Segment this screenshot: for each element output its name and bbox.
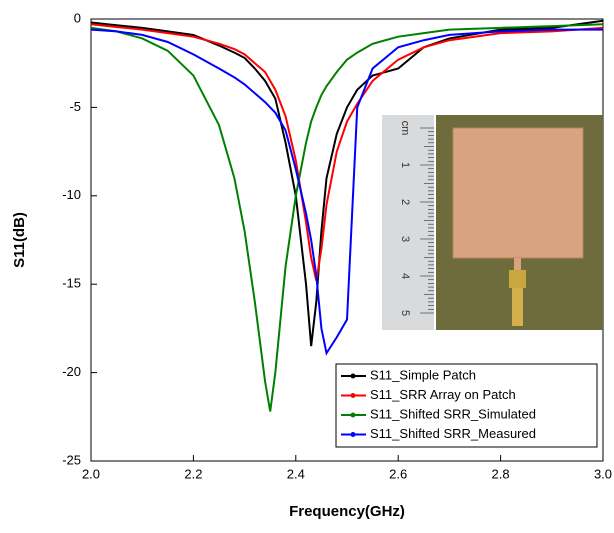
connector-pin (512, 288, 523, 326)
y-tick-label: -10 (62, 187, 81, 202)
y-axis-label: S11(dB) (11, 212, 28, 268)
y-tick-label: -20 (62, 364, 81, 379)
legend-label: S11_Simple Patch (370, 367, 476, 382)
series-line (90, 23, 604, 412)
x-tick-label: 2.6 (389, 466, 407, 481)
y-tick-label: -25 (62, 452, 81, 467)
feed-line (514, 258, 521, 274)
legend-marker (350, 432, 356, 437)
x-tick-label: 3.0 (594, 466, 612, 481)
legend-marker (350, 393, 356, 398)
x-tick-label: 2.2 (184, 466, 202, 481)
ruler-label: 1 (399, 162, 411, 168)
inset-photo: cm 1 2 3 4 5 (382, 115, 603, 330)
series-line (90, 28, 603, 356)
connector (509, 270, 526, 288)
ruler-label: cm (399, 121, 411, 136)
copper-patch (452, 127, 584, 259)
legend-label: S11_Shifted SRR_Simulated (370, 406, 536, 421)
ruler-label: 5 (399, 310, 411, 316)
legend-box (335, 363, 598, 448)
legend-label: S11_SRR Array on Patch (370, 387, 516, 402)
legend-label: S11_Shifted SRR_Measured (370, 426, 536, 441)
y-tick-label: 0 (74, 10, 81, 25)
x-axis-label: Frequency(GHz) (289, 503, 405, 520)
ruler-label: 4 (399, 273, 411, 279)
series-line (90, 23, 604, 281)
x-tick-label: 2.0 (82, 466, 100, 481)
x-tick-label: 2.8 (492, 466, 510, 481)
ruler-label: 2 (399, 199, 411, 205)
ruler-label: 3 (399, 236, 411, 242)
legend-marker (350, 412, 356, 418)
legend-marker (350, 373, 356, 379)
y-tick-label: -5 (69, 99, 81, 114)
ruler (382, 115, 434, 330)
y-tick-label: -15 (62, 276, 81, 291)
x-tick-label: 2.4 (287, 466, 305, 481)
